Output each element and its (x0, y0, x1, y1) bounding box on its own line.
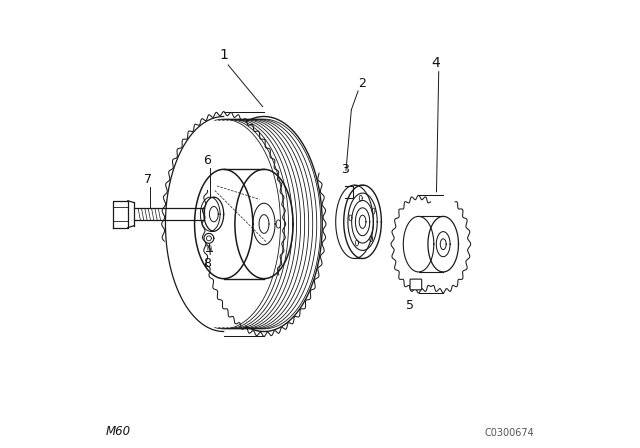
FancyBboxPatch shape (410, 279, 422, 290)
Text: 7: 7 (143, 173, 152, 186)
Text: M60: M60 (106, 425, 131, 438)
Text: 3: 3 (340, 163, 349, 176)
Text: 4: 4 (431, 56, 440, 70)
Text: 2: 2 (358, 77, 366, 90)
Text: C0300674: C0300674 (484, 428, 534, 438)
Text: 6: 6 (203, 154, 211, 167)
Text: 1: 1 (220, 48, 228, 62)
Text: 8: 8 (203, 257, 211, 270)
Text: 5: 5 (406, 299, 413, 312)
